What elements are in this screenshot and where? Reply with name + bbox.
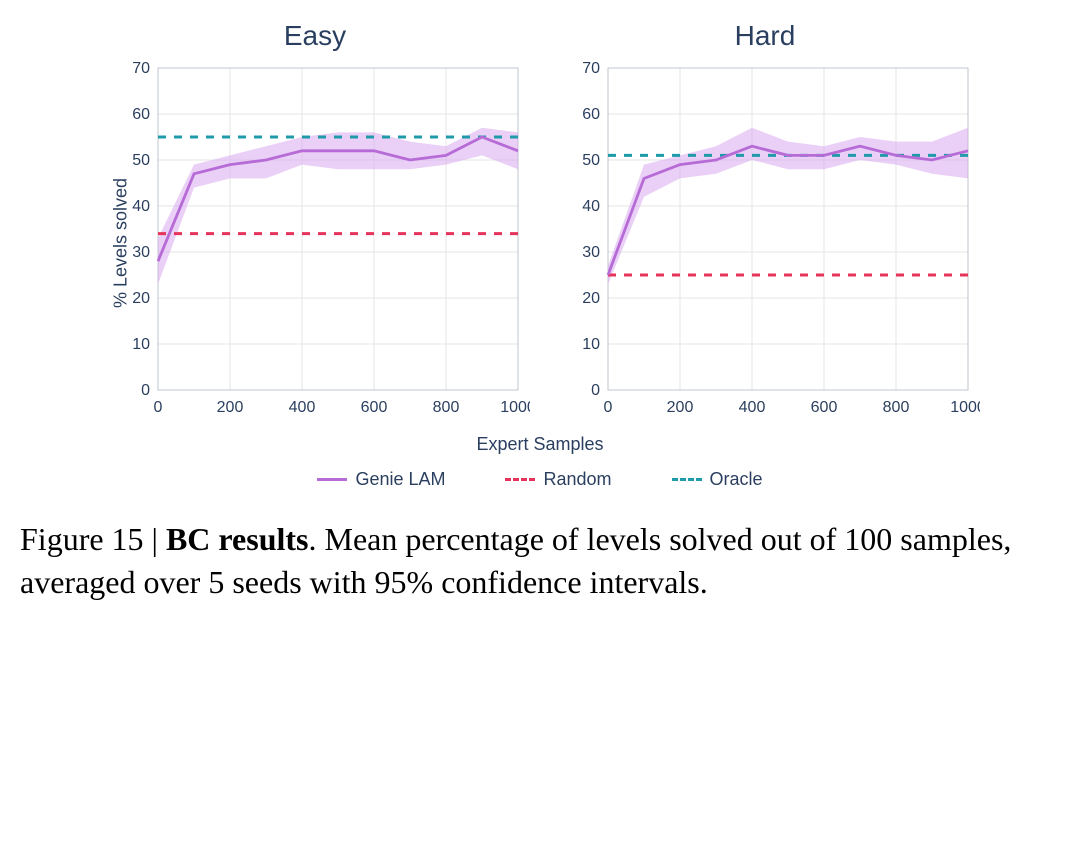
- chart-panel: Easy % Levels solved 0 10 20 30 40 50 60 70 0 200 40…: [100, 20, 530, 428]
- svg-text:40: 40: [582, 198, 600, 215]
- legend-item: Genie LAM: [317, 469, 445, 490]
- figure-caption: Figure 15 | BC results. Mean percentage …: [20, 518, 1060, 604]
- svg-text:800: 800: [883, 399, 910, 416]
- legend-swatch: [317, 478, 347, 481]
- legend-swatch: [672, 478, 702, 481]
- svg-text:20: 20: [582, 290, 600, 307]
- svg-text:1000: 1000: [500, 399, 530, 416]
- svg-text:600: 600: [361, 399, 388, 416]
- svg-text:0: 0: [604, 399, 613, 416]
- svg-text:200: 200: [217, 399, 244, 416]
- svg-text:800: 800: [433, 399, 460, 416]
- svg-text:400: 400: [739, 399, 766, 416]
- legend: Genie LAM Random Oracle: [317, 469, 762, 490]
- caption-prefix: Figure 15 |: [20, 521, 166, 557]
- chart-svg: 0 10 20 30 40 50 60 70 0 200 400 600 800 1000: [550, 58, 980, 428]
- legend-label: Genie LAM: [355, 469, 445, 490]
- svg-text:10: 10: [132, 336, 150, 353]
- panel-title: Easy: [100, 20, 530, 52]
- chart-panels-row: Easy% Levels solved010203040506070020040…: [100, 20, 980, 428]
- legend-swatch: [505, 478, 535, 481]
- svg-text:70: 70: [132, 60, 150, 77]
- svg-text:200: 200: [667, 399, 694, 416]
- svg-text:0: 0: [154, 399, 163, 416]
- panel-title: Hard: [550, 20, 980, 52]
- plot-region: 0 10 20 30 40 50 60 70 0 200 400 600 800 1000: [550, 58, 980, 428]
- svg-text:400: 400: [289, 399, 316, 416]
- svg-text:30: 30: [582, 244, 600, 261]
- chart-panel: Hard 0 10 20 30 40 50 60 70 0 200 400 600 800 1000: [550, 20, 980, 428]
- svg-text:600: 600: [811, 399, 838, 416]
- chart-svg: 0 10 20 30 40 50 60 70 0 200 400 600 800 1000: [100, 58, 530, 428]
- legend-item: Random: [505, 469, 611, 490]
- svg-text:50: 50: [132, 152, 150, 169]
- svg-text:70: 70: [582, 60, 600, 77]
- svg-text:20: 20: [132, 290, 150, 307]
- legend-label: Random: [543, 469, 611, 490]
- svg-text:60: 60: [132, 106, 150, 123]
- svg-text:0: 0: [591, 382, 600, 399]
- plot-region: % Levels solved 0 10 20 30 40 50 60 70 0 200 400 600…: [100, 58, 530, 428]
- caption-bold: BC results: [166, 521, 309, 557]
- y-axis-label: % Levels solved: [111, 178, 132, 308]
- svg-text:50: 50: [582, 152, 600, 169]
- figure: Easy% Levels solved010203040506070020040…: [15, 20, 1065, 604]
- svg-text:0: 0: [141, 382, 150, 399]
- legend-item: Oracle: [672, 469, 763, 490]
- svg-text:40: 40: [132, 198, 150, 215]
- svg-text:60: 60: [582, 106, 600, 123]
- x-axis-label: Expert Samples: [15, 434, 1065, 455]
- legend-label: Oracle: [710, 469, 763, 490]
- svg-text:10: 10: [582, 336, 600, 353]
- svg-text:1000: 1000: [950, 399, 980, 416]
- svg-text:30: 30: [132, 244, 150, 261]
